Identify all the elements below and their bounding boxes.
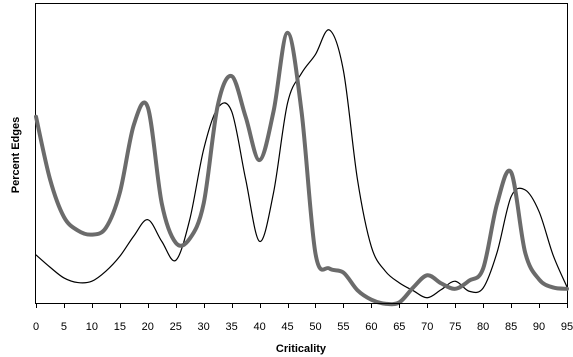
- x-tick-label: 55: [337, 321, 349, 333]
- y-axis-title: Percent Edges: [10, 117, 22, 193]
- x-axis: 0 5 10 15 20 25 30 35 40 45 50 55 60 65 70 75 80 85 90 95: [33, 303, 573, 333]
- x-tick-label: 0: [33, 321, 39, 333]
- series-layer: [34, 29, 569, 307]
- x-tick-label: 70: [421, 321, 433, 333]
- x-tick-label: 50: [309, 321, 321, 333]
- x-tick-label: 20: [142, 321, 154, 333]
- x-tick-label: 45: [281, 321, 293, 333]
- x-tick-label: 10: [86, 321, 98, 333]
- x-tick-label: 95: [561, 321, 573, 333]
- x-tick-label: 25: [170, 321, 182, 333]
- series-line-1: [35, 29, 568, 299]
- x-tick-label: 30: [198, 321, 210, 333]
- x-tick-label: 90: [533, 321, 545, 333]
- x-tick-label: 40: [253, 321, 265, 333]
- x-tick-label: 80: [477, 321, 489, 333]
- x-tick-label: 65: [393, 321, 405, 333]
- x-tick-label: 5: [61, 321, 67, 333]
- x-axis-title: Criticality: [276, 343, 327, 355]
- x-tick-label: 85: [505, 321, 517, 333]
- x-tick-label: 75: [449, 321, 461, 333]
- x-tick-label: 35: [226, 321, 238, 333]
- x-tick-label: 60: [365, 321, 377, 333]
- series-line-2: [34, 30, 569, 307]
- x-tick-label: 15: [114, 321, 126, 333]
